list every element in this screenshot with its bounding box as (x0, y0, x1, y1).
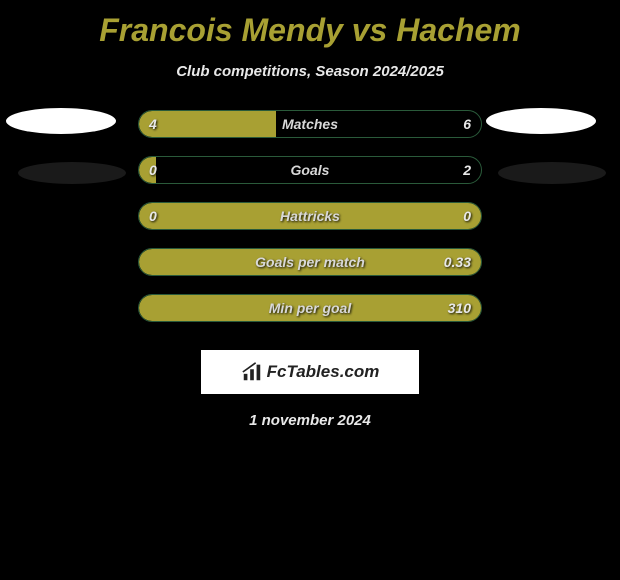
stat-bar-left (139, 111, 276, 137)
player-left-shadow (18, 162, 126, 184)
stat-val-right: 310 (448, 300, 471, 316)
stat-label: Goals per match (255, 254, 365, 270)
stat-label: Matches (282, 116, 338, 132)
stat-bar: 0 Goals 2 (138, 156, 482, 184)
stat-label: Goals (291, 162, 330, 178)
stat-val-right: 0 (463, 208, 471, 224)
stat-bar: 4 Matches 6 (138, 110, 482, 138)
stat-bar: 0 Hattricks 0 (138, 202, 482, 230)
brand-box[interactable]: FcTables.com (201, 350, 419, 394)
stat-row: Goals per match 0.33 (0, 248, 620, 294)
stat-val-left: 0 (149, 208, 157, 224)
stat-row: Min per goal 310 (0, 294, 620, 340)
stat-bar: Min per goal 310 (138, 294, 482, 322)
subtitle: Club competitions, Season 2024/2025 (0, 63, 620, 80)
stat-val-left: 4 (149, 116, 157, 132)
stat-val-right: 2 (463, 162, 471, 178)
chart-icon (241, 361, 263, 383)
player-right-ellipse (486, 108, 596, 134)
player-left-ellipse (6, 108, 116, 134)
stat-label: Min per goal (269, 300, 351, 316)
stat-row: 0 Hattricks 0 (0, 202, 620, 248)
stat-label: Hattricks (280, 208, 340, 224)
stat-val-right: 6 (463, 116, 471, 132)
stat-bar: Goals per match 0.33 (138, 248, 482, 276)
player-right-shadow (498, 162, 606, 184)
stats-container: 4 Matches 6 0 Goals 2 0 Hattricks 0 Goal… (0, 110, 620, 340)
page-title: Francois Mendy vs Hachem (0, 0, 620, 49)
stat-val-right: 0.33 (444, 254, 471, 270)
stat-val-left: 0 (149, 162, 157, 178)
date-text: 1 november 2024 (0, 412, 620, 429)
brand-text: FcTables.com (267, 362, 380, 382)
